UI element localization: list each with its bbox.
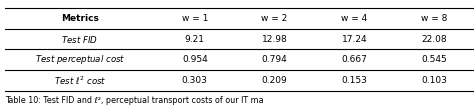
Text: 17.24: 17.24 (342, 35, 367, 44)
Text: w = 1: w = 1 (182, 14, 208, 23)
Text: 0.794: 0.794 (262, 55, 287, 64)
Text: w = 2: w = 2 (262, 14, 288, 23)
Text: w = 4: w = 4 (341, 14, 367, 23)
Text: 0.667: 0.667 (341, 55, 367, 64)
Text: 0.103: 0.103 (421, 76, 447, 85)
Text: $\mathit{Test}\ \ell^2\ \mathit{cost}$: $\mathit{Test}\ \ell^2\ \mathit{cost}$ (54, 75, 106, 87)
Text: 0.209: 0.209 (262, 76, 287, 85)
Text: 12.98: 12.98 (262, 35, 287, 44)
Text: 0.303: 0.303 (182, 76, 208, 85)
Text: Metrics: Metrics (61, 14, 99, 23)
Text: 22.08: 22.08 (421, 35, 447, 44)
Text: 9.21: 9.21 (185, 35, 205, 44)
Text: 0.153: 0.153 (341, 76, 367, 85)
Text: 0.545: 0.545 (421, 55, 447, 64)
Text: Table 10: Test FID and ℓ², perceptual transport costs of our IT ma: Table 10: Test FID and ℓ², perceptual tr… (5, 96, 264, 105)
Text: 0.954: 0.954 (182, 55, 208, 64)
Text: $\mathit{Test\ perceptual\ cost}$: $\mathit{Test\ perceptual\ cost}$ (35, 53, 125, 66)
Text: $\mathit{Test\ FID}$: $\mathit{Test\ FID}$ (61, 34, 98, 45)
Text: w = 8: w = 8 (421, 14, 447, 23)
